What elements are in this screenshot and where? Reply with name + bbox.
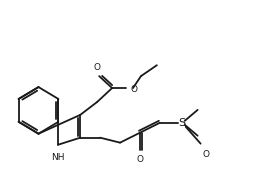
Text: S: S [178, 118, 185, 128]
Text: O: O [137, 154, 144, 164]
Text: O: O [202, 150, 209, 159]
Text: O: O [94, 63, 101, 72]
Text: O: O [130, 85, 137, 93]
Text: NH: NH [51, 153, 64, 162]
